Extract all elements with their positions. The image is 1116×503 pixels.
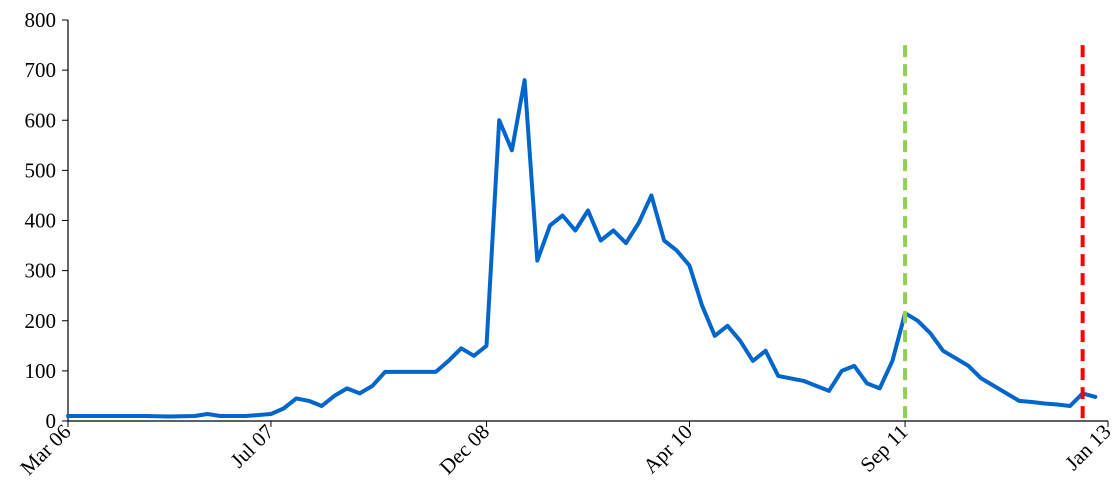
y-tick-label: 0 (46, 409, 57, 433)
x-tick-label: Jan 13 (1060, 420, 1115, 475)
y-tick-label: 500 (25, 158, 57, 182)
axes (67, 20, 1108, 422)
y-tick-label: 600 (25, 108, 57, 132)
x-tick-label: Apr 10 (638, 420, 697, 479)
x-tick-label: Sep 11 (855, 420, 912, 477)
series-lines (66, 78, 1098, 419)
y-tick-label: 400 (25, 209, 57, 233)
series-line-0 (66, 78, 1098, 419)
x-axis-ticks: Mar 06 Jul 07 Dec 08 Apr 10 Sep 11 Jan 13 (15, 420, 1115, 480)
annotation-lines (903, 45, 1085, 421)
y-tick-label: 700 (25, 58, 57, 82)
y-tick-label: 200 (25, 309, 57, 333)
y-tick-label: 300 (25, 259, 57, 283)
y-tick-label: 800 (25, 8, 57, 32)
y-tick-label: 100 (25, 359, 57, 383)
x-tick-label: Dec 08 (435, 420, 494, 479)
x-tick-label: Jul 07 (226, 420, 279, 473)
y-axis-ticks: 0 100 200 300 400 500 600 700 800 (25, 8, 68, 433)
